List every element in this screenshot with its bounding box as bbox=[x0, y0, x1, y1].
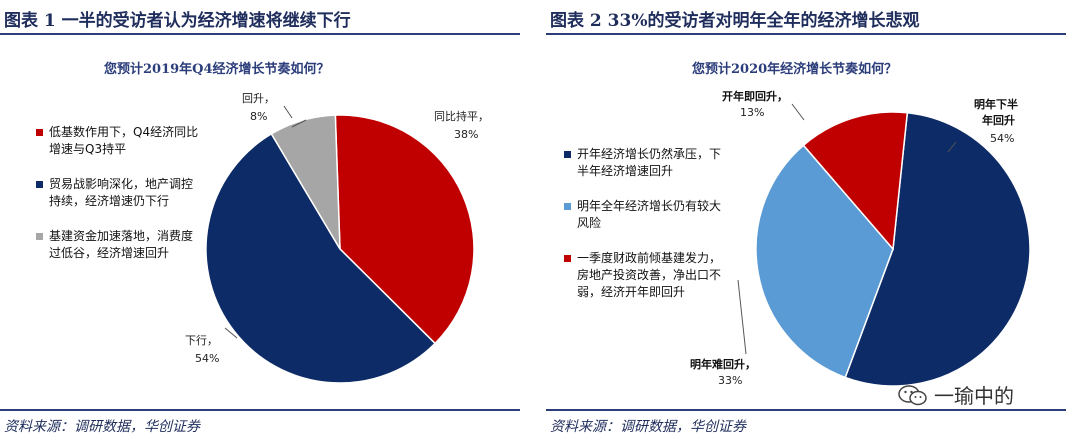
chart-2-title: 您预计2020年经济增长节奏如何？ bbox=[692, 62, 898, 77]
slice-label-same: 同比持平， bbox=[434, 109, 489, 123]
figure-2-panel: 图表 2 33%的受访者对明年全年的经济增长悲观 您预计2020年经济增长节奏如… bbox=[546, 0, 1080, 444]
legend-label: 一季度财政前倾基建发力，房地产投资改善，净出口不弱，经济开年即回升 bbox=[577, 251, 722, 299]
pie-slice-1 bbox=[755, 144, 894, 379]
slice-pct-down: 54% bbox=[195, 352, 219, 365]
pie-slice-1 bbox=[205, 132, 437, 384]
leader-line bbox=[224, 327, 238, 339]
slice-pct-risk: 33% bbox=[718, 374, 742, 387]
figure-1-top-rule bbox=[0, 33, 520, 35]
legend-label: 基建资金加速落地，消费度过低谷，经济增速回升 bbox=[49, 229, 194, 260]
chart-1-pie: 同比持平， 38% 回升， 8% 下行， 54% bbox=[185, 92, 489, 384]
leader-line bbox=[791, 103, 805, 121]
slice-label-down: 下行， bbox=[185, 334, 218, 347]
leader-line bbox=[737, 279, 747, 355]
chart-1-legend-item-up: 基建资金加速落地，消费度过低谷，经济增速回升 bbox=[36, 228, 201, 262]
figure-1-bottom-rule bbox=[0, 409, 520, 411]
legend-swatch bbox=[36, 181, 43, 188]
legend-swatch bbox=[564, 255, 571, 262]
chart-1-legend-item-down: 贸易战影响深化，地产调控持续，经济增速仍下行 bbox=[36, 176, 201, 210]
slice-pct-h2: 54% bbox=[990, 132, 1014, 145]
leader-line bbox=[291, 119, 307, 128]
chart-1-legend: 低基数作用下，Q4经济同比增速与Q3持平 贸易战影响深化，地产调控持续，经济增速… bbox=[36, 124, 201, 280]
pie-slice-2 bbox=[270, 114, 341, 250]
legend-label: 贸易战影响深化，地产调控持续，经济增速仍下行 bbox=[49, 177, 194, 208]
legend-label: 低基数作用下，Q4经济同比增速与Q3持平 bbox=[49, 125, 199, 156]
legend-swatch bbox=[36, 129, 43, 136]
figure-2-bottom-rule bbox=[546, 409, 1066, 411]
pie-slice-0 bbox=[334, 114, 475, 345]
figure-2-source: 资料来源：调研数据，华创证券 bbox=[550, 419, 746, 435]
figure-1-panel: 图表 1 一半的受访者认为经济增速将继续下行 您预计2019年Q4经济增长节奏如… bbox=[0, 0, 534, 444]
chart-1-title: 您预计2019年Q4经济增长节奏如何？ bbox=[104, 62, 330, 77]
figure-2-title: 图表 2 33%的受访者对明年全年的经济增长悲观 bbox=[550, 11, 920, 31]
slice-label-h2-line2: 年回升 bbox=[982, 113, 1015, 127]
slice-label-risk: 明年难回升， bbox=[690, 357, 756, 371]
chart-2-legend-item-h2: 开年经济增长仍然承压，下半年经济增速回升 bbox=[564, 146, 729, 180]
figure-1-title: 图表 1 一半的受访者认为经济增速将继续下行 bbox=[4, 11, 351, 31]
leader-line bbox=[947, 141, 957, 153]
watermark: 一瑜中的 bbox=[898, 380, 1014, 409]
chart-2-legend-item-risk: 明年全年经济增长仍有较大风险 bbox=[564, 198, 729, 232]
pie-slice-2 bbox=[802, 111, 909, 251]
wechat-icon bbox=[898, 384, 927, 405]
watermark-text: 一瑜中的 bbox=[934, 384, 1014, 408]
legend-swatch bbox=[36, 233, 43, 240]
figure-1-source: 资料来源：调研数据，华创证券 bbox=[4, 419, 200, 435]
slice-pct-up: 8% bbox=[250, 110, 267, 123]
legend-label: 明年全年经济增长仍有较大风险 bbox=[577, 199, 722, 230]
leader-line bbox=[283, 105, 293, 119]
chart-2-pie: 开年即回升， 13% 明年下半 年回升 54% 明年难回升， 33% bbox=[690, 89, 1031, 387]
slice-label-q1: 开年即回升， bbox=[722, 89, 788, 103]
legend-swatch bbox=[564, 203, 571, 210]
slice-pct-same: 38% bbox=[454, 128, 478, 141]
chart-2-legend-item-q1: 一季度财政前倾基建发力，房地产投资改善，净出口不弱，经济开年即回升 bbox=[564, 250, 729, 301]
figure-2-top-rule bbox=[546, 33, 1066, 35]
slice-pct-q1: 13% bbox=[740, 106, 764, 119]
slice-label-h2-line1: 明年下半 bbox=[974, 97, 1018, 111]
slice-label-up: 回升， bbox=[242, 92, 275, 105]
legend-swatch bbox=[564, 151, 571, 158]
chart-1-legend-item-same: 低基数作用下，Q4经济同比增速与Q3持平 bbox=[36, 124, 201, 158]
chart-2-legend: 开年经济增长仍然承压，下半年经济增速回升 明年全年经济增长仍有较大风险 一季度财… bbox=[564, 146, 729, 319]
legend-label: 开年经济增长仍然承压，下半年经济增速回升 bbox=[577, 147, 722, 178]
